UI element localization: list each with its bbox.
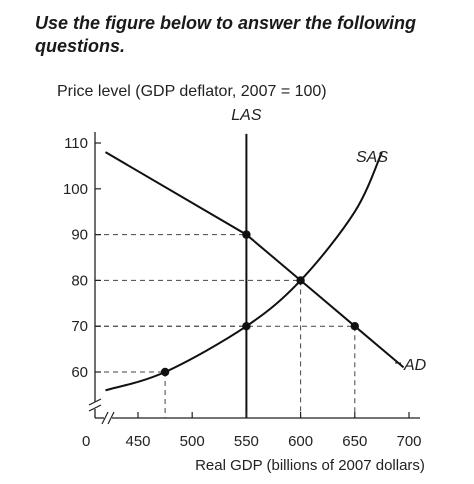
y-tick-label: 80 bbox=[71, 272, 88, 289]
y-tick-label: 60 bbox=[71, 364, 88, 381]
y-axis-break bbox=[88, 404, 102, 412]
ad-curve bbox=[104, 151, 405, 369]
sas-curve bbox=[105, 151, 383, 392]
y-tick-label: 100 bbox=[63, 181, 88, 198]
x-axis-break bbox=[101, 411, 109, 425]
curve-labels: LAS SAS AD bbox=[231, 107, 426, 374]
y-tick-label: 110 bbox=[64, 135, 88, 152]
data-point bbox=[242, 230, 251, 239]
data-point bbox=[350, 322, 359, 331]
data-point bbox=[242, 322, 251, 331]
data-point bbox=[160, 367, 170, 377]
x-tick-label: 500 bbox=[180, 433, 205, 450]
data-point bbox=[296, 276, 305, 285]
x-tick-label: 450 bbox=[125, 433, 150, 450]
x-axis-label: Real GDP (billions of 2007 dollars) bbox=[195, 457, 425, 474]
x-tick-label: 650 bbox=[342, 433, 367, 450]
las-label: LAS bbox=[231, 107, 262, 124]
axes bbox=[88, 132, 420, 425]
origin-label: 0 bbox=[82, 433, 90, 450]
ad-label: AD bbox=[403, 357, 427, 374]
y-tick-label: 90 bbox=[71, 227, 88, 244]
x-axis-break bbox=[107, 411, 115, 425]
equilibrium-points bbox=[160, 230, 359, 377]
ticks: 60 70 80 90 100 110 450 500 550 600 650 700 bbox=[63, 135, 422, 450]
curves bbox=[104, 133, 405, 418]
sas-label: SAS bbox=[356, 149, 388, 166]
y-axis-label: Price level (GDP deflator, 2007 = 100) bbox=[57, 83, 327, 100]
y-tick-label: 70 bbox=[71, 318, 88, 335]
question-text: Use the figure below to answer the follo… bbox=[35, 13, 417, 56]
y-axis-break bbox=[88, 398, 102, 406]
x-tick-label: 600 bbox=[288, 433, 313, 450]
x-tick-label: 700 bbox=[396, 433, 421, 450]
x-tick-label: 550 bbox=[234, 433, 259, 450]
